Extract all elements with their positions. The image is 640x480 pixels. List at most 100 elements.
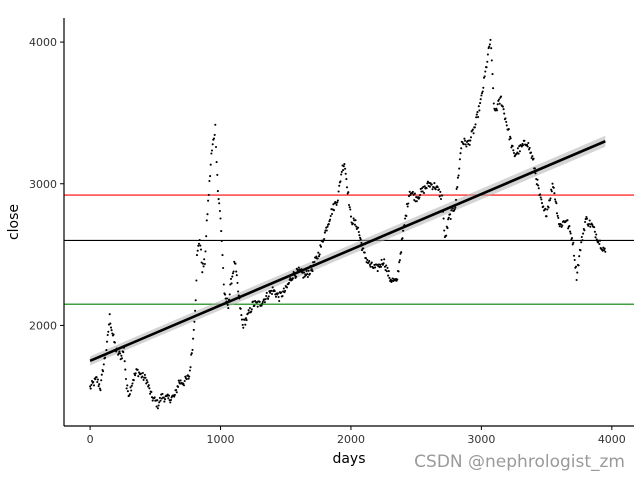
data-point-20: [102, 370, 105, 373]
data-point-32: [109, 326, 113, 329]
data-point-80: [141, 375, 144, 378]
data-point-445: [379, 263, 382, 266]
data-point-759: [584, 220, 587, 224]
data-point-114: [163, 400, 166, 403]
data-point-627: [497, 98, 501, 101]
watermark: CSDN @nephrologist_zm: [414, 452, 625, 472]
data-point-510: [421, 190, 424, 193]
data-point-542: [442, 217, 445, 220]
data-point-479: [401, 237, 404, 240]
data-point-166: [197, 244, 200, 247]
data-point-537: [439, 190, 442, 193]
data-point-151: [187, 377, 190, 380]
data-point-107: [158, 396, 161, 399]
data-point-524: [430, 183, 433, 186]
data-point-609: [486, 60, 489, 63]
data-point-458: [387, 270, 390, 273]
data-point-144: [182, 384, 186, 387]
data-point-548: [446, 227, 449, 230]
data-point-398: [348, 206, 351, 209]
data-point-624: [495, 109, 499, 112]
data-point-369: [329, 214, 332, 218]
data-point-231: [239, 307, 242, 310]
data-point-569: [460, 147, 463, 150]
data-point-381: [337, 190, 340, 193]
data-point-761: [585, 215, 588, 219]
data-point-406: [353, 223, 356, 226]
data-point-691: [539, 196, 542, 199]
data-point-111: [161, 392, 164, 395]
data-point-197: [217, 198, 220, 201]
data-point-755: [581, 239, 584, 242]
data-point-207: [224, 293, 227, 296]
data-point-565: [457, 174, 460, 177]
data-point-619: [492, 102, 495, 105]
data-point-132: [175, 388, 178, 392]
data-point-21: [102, 363, 105, 366]
data-point-490: [408, 190, 411, 193]
data-point-657: [517, 152, 520, 155]
data-point-273: [267, 297, 270, 300]
data-point-642: [507, 128, 510, 131]
data-point-368: [329, 218, 332, 221]
data-point-546: [445, 234, 448, 237]
x-axis-label: days: [332, 451, 365, 467]
data-point-57: [126, 384, 129, 387]
data-point-745: [574, 265, 578, 268]
data-point-31: [109, 322, 112, 325]
data-point-335: [307, 269, 310, 272]
data-point-717: [556, 214, 559, 217]
data-point-382: [338, 184, 341, 187]
data-point-49: [120, 357, 124, 360]
data-point-349: [316, 257, 319, 260]
data-point-182: [207, 193, 210, 196]
data-point-595: [477, 116, 480, 119]
data-point-600: [480, 94, 483, 97]
data-point-87: [145, 379, 148, 382]
data-point-525: [431, 188, 434, 191]
data-point-224: [235, 270, 238, 273]
data-point-124: [169, 398, 173, 402]
data-point-516: [425, 187, 428, 190]
data-point-637: [504, 117, 507, 120]
data-point-54: [124, 368, 127, 371]
data-point-359: [323, 237, 326, 241]
data-point-84: [143, 373, 146, 376]
data-point-528: [433, 182, 436, 185]
data-point-599: [479, 98, 482, 101]
data-point-630: [499, 95, 503, 98]
data-point-223: [234, 262, 237, 265]
data-point-269: [264, 298, 267, 301]
data-point-394: [345, 186, 349, 189]
data-point-283: [273, 290, 276, 293]
data-point-150: [186, 374, 189, 377]
data-point-194: [215, 161, 218, 164]
data-point-90: [147, 384, 150, 387]
data-point-205: [222, 283, 225, 286]
data-point-129: [173, 395, 176, 398]
data-point-429: [368, 263, 371, 266]
data-point-695: [542, 205, 545, 208]
data-point-257: [256, 305, 259, 308]
data-point-576: [464, 143, 467, 146]
data-point-81: [141, 371, 144, 375]
data-point-683: [534, 172, 537, 175]
data-point-423: [364, 257, 368, 260]
data-point-575: [464, 139, 467, 142]
data-point-329: [303, 275, 306, 278]
data-point-178: [205, 235, 208, 238]
data-point-30: [108, 313, 111, 316]
data-point-766: [588, 219, 591, 222]
data-point-773: [593, 226, 596, 229]
data-point-302: [285, 286, 289, 289]
data-point-65: [131, 382, 134, 385]
data-point-563: [456, 186, 459, 189]
data-point-623: [495, 107, 498, 110]
data-point-781: [598, 242, 601, 246]
data-point-173: [201, 262, 204, 265]
data-point-238: [244, 323, 247, 326]
data-point-521: [428, 185, 431, 188]
data-point-198: [218, 202, 221, 205]
data-point-421: [363, 251, 366, 254]
data-point-293: [280, 291, 283, 294]
